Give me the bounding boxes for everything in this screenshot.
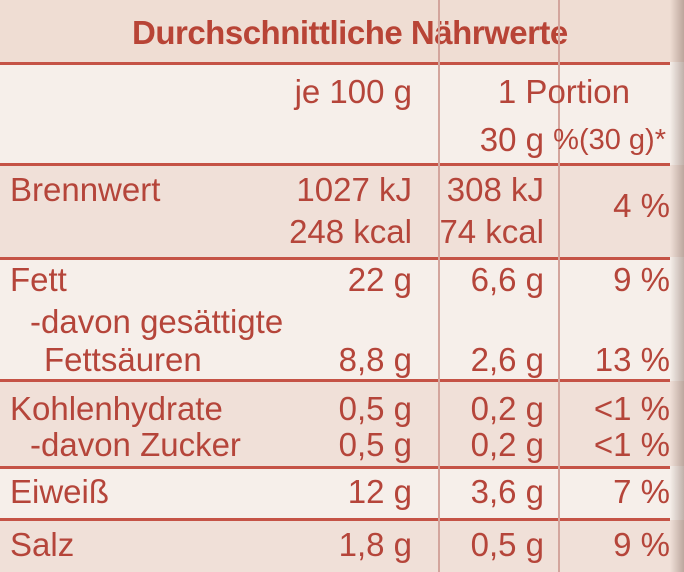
divider-line: [0, 62, 670, 65]
title-band: [0, 0, 684, 62]
sugar-portion: 0,2 g: [470, 426, 544, 463]
energy-kcal-100g: 248 kcal: [289, 213, 412, 250]
row-label-saturated-2: Fettsäuren: [44, 341, 202, 378]
carbs-portion: 0,2 g: [470, 390, 544, 427]
row-label-energy: Brennwert: [10, 171, 161, 208]
column-divider: [438, 0, 440, 572]
fat-100g: 22 g: [347, 261, 412, 298]
salt-100g: 1,8 g: [338, 526, 412, 563]
protein-percent: 7 %: [613, 473, 670, 510]
row-label-protein: Eiweiß: [10, 473, 110, 510]
row-label-saturated-1: -davon gesättigte: [30, 303, 284, 340]
sugar-percent: <1 %: [593, 426, 670, 463]
saturated-percent: 13 %: [594, 341, 670, 378]
energy-kcal-portion: 74 kcal: [439, 213, 544, 250]
divider-line: [0, 466, 670, 469]
row-band-salt: [0, 520, 684, 572]
divider-line: [0, 163, 670, 166]
carbs-percent: <1 %: [593, 390, 670, 427]
salt-portion: 0,5 g: [470, 526, 544, 563]
column-divider: [558, 0, 560, 572]
energy-percent: 4 %: [613, 187, 670, 224]
energy-kj-portion: 308 kJ: [446, 171, 544, 208]
protein-100g: 12 g: [347, 473, 412, 510]
row-label-fat: Fett: [10, 261, 67, 298]
saturated-100g: 8,8 g: [338, 341, 412, 378]
header-portion: 1 Portion: [497, 73, 630, 110]
header-percent: %(30 g)*: [553, 124, 666, 156]
divider-line: [0, 518, 670, 521]
row-band-energy: [0, 165, 684, 257]
header-per-100g: je 100 g: [294, 73, 412, 110]
saturated-portion: 2,6 g: [470, 341, 544, 378]
fat-portion: 6,6 g: [470, 261, 544, 298]
salt-percent: 9 %: [613, 526, 670, 563]
divider-line: [0, 257, 670, 260]
row-label-carbohydrates: Kohlenhydrate: [10, 390, 223, 427]
row-label-salt: Salz: [10, 526, 75, 563]
fat-percent: 9 %: [613, 261, 670, 298]
carbs-100g: 0,5 g: [338, 390, 412, 427]
header-portion-size: 30 g: [479, 121, 544, 158]
row-band-carbs: [0, 381, 684, 466]
divider-line: [0, 379, 670, 382]
protein-portion: 3,6 g: [470, 473, 544, 510]
sugar-100g: 0,5 g: [338, 426, 412, 463]
row-label-sugar: -davon Zucker: [30, 426, 241, 463]
table-title: Durchschnittliche Nährwerte: [132, 14, 568, 51]
curved-edge-shadow: [670, 0, 684, 572]
energy-kj-100g: 1027 kJ: [296, 171, 412, 208]
